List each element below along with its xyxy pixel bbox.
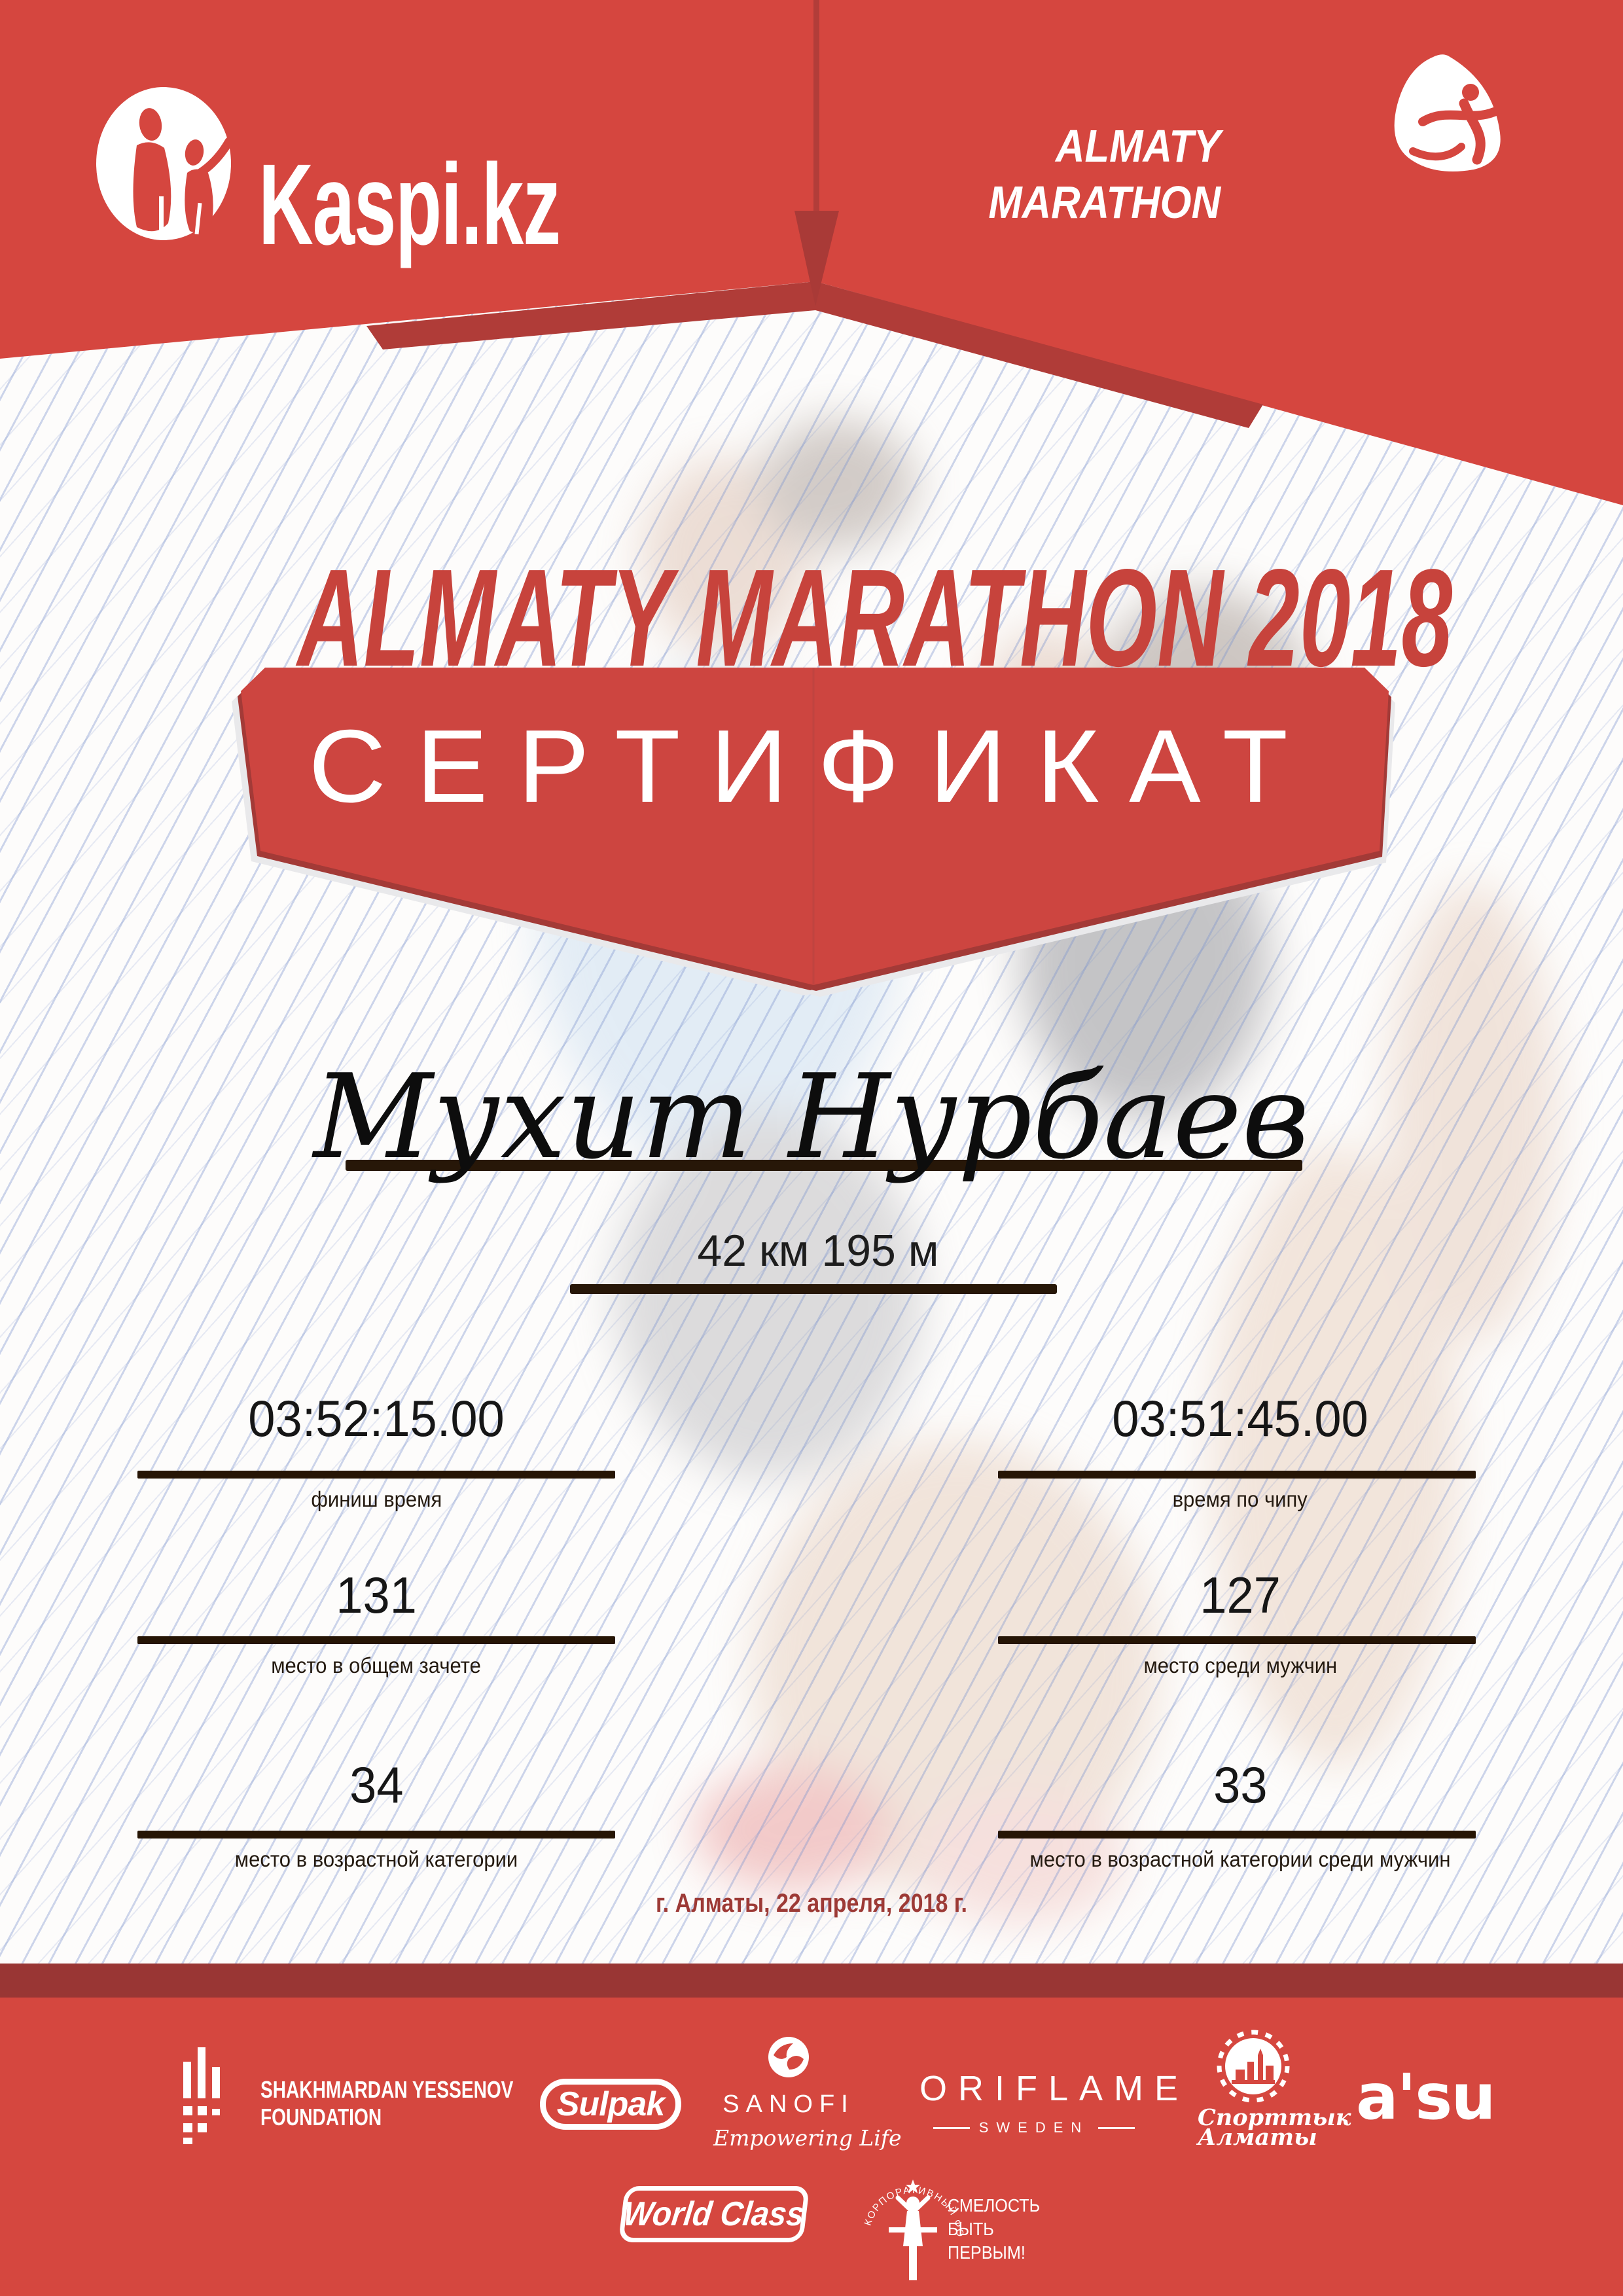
- stat-chip-time-label: время по чипу: [1172, 1487, 1308, 1511]
- certificate-pennant: [232, 668, 1395, 997]
- certificate-heading: СЕРТИФИКАТ: [0, 715, 1623, 818]
- fund-slogan-line2: БЫТЬ: [948, 2219, 994, 2239]
- runner-leg: [753, 1440, 1158, 1898]
- yessenov-line1: SHAKHMARDAN YESSENOV: [260, 2076, 514, 2103]
- runner-man-hair: [759, 419, 916, 550]
- distance-underline: [570, 1284, 1057, 1294]
- fund-slogan-line1: СМЕЛОСТЬ: [948, 2195, 1041, 2215]
- asu-logo: a'su: [1356, 2060, 1496, 2134]
- stat-rule: [137, 1636, 615, 1644]
- sporttyk-almaty-logo: Спорттык Алматы: [1198, 2029, 1351, 2151]
- runner-shoe: [916, 1793, 1126, 1924]
- oriflame-logo: ORIFLAME SWEDEN: [919, 2068, 1190, 2136]
- stat-rule: [137, 1831, 615, 1839]
- runner-man-shorts: [615, 1113, 923, 1479]
- sulpak-logo-text: Sulpak: [556, 2085, 665, 2123]
- sanofi-bird-icon: [768, 2037, 809, 2077]
- stat-age-men-place: 33: [1213, 1756, 1268, 1814]
- stat-finish-time: 03:52:15.00: [248, 1390, 505, 1447]
- kaspi-logo-icon: [96, 54, 1501, 240]
- stat-overall-place-label: место в общем зачете: [271, 1653, 482, 1677]
- stat-rule: [998, 1471, 1476, 1479]
- sporttyk-line1: Спорттык: [1198, 2104, 1351, 2131]
- sporttyk-line2: Алматы: [1198, 2124, 1317, 2151]
- runner-man-face: [641, 458, 812, 655]
- world-class-logo-text: World Class: [621, 2195, 807, 2233]
- fund-slogan-line3: ПЕРВЫМ!: [948, 2242, 1026, 2263]
- name-underline: [346, 1160, 1302, 1171]
- almaty-marathon-logo: ALMATY MARATHON: [957, 123, 1221, 225]
- world-class-logo: World Class: [618, 2186, 810, 2242]
- certificate-heading-text: СЕРТИФИКАТ: [308, 709, 1319, 824]
- yessenov-foundation-logo: SHAKHMARDAN YESSENOV FOUNDATION: [260, 2076, 584, 2131]
- kaspi-logo: Kaspi.kz: [259, 147, 715, 262]
- top-banner-ribbon: [0, 0, 1623, 505]
- yessenov-line2: FOUNDATION: [260, 2104, 382, 2130]
- corporate-fund-emblem: КОРПОРАТИВНЫЙ ФОНД: [851, 2160, 964, 2280]
- stat-age-place: 34: [349, 1756, 404, 1814]
- sanofi-tagline: Empowering Life: [713, 2125, 902, 2151]
- stat-rule: [998, 1636, 1476, 1644]
- footer-red-band: [0, 1998, 1623, 2296]
- oriflame-sweden-text: SWEDEN: [978, 2119, 1090, 2136]
- event-title-text: ALMATY MARATHON 2018: [297, 540, 1453, 695]
- sporttyk-emblem-icon: [1217, 2030, 1290, 2103]
- stat-age-men-place-label: место в возрастной категории среди мужчи…: [1029, 1847, 1451, 1871]
- stat-overall-place: 131: [336, 1566, 417, 1624]
- stat-men-place-label: место среди мужчин: [1143, 1653, 1337, 1677]
- stat-rule: [137, 1471, 615, 1479]
- stat-age-place-label: место в возрастной категории: [234, 1847, 518, 1871]
- oriflame-sweden-label: SWEDEN: [919, 2119, 1149, 2136]
- runner-arm: [1387, 884, 1558, 1342]
- kaspi-logo-text: Kaspi.kz: [259, 141, 561, 269]
- date-location-line: г. Алматы, 22 апреля, 2018 г.: [656, 1889, 967, 1918]
- yessenov-foundation-icon: [183, 2047, 220, 2144]
- stat-finish-time-label: финиш время: [311, 1487, 442, 1511]
- almaty-marathon-logo-line1: ALMATY: [1055, 120, 1221, 171]
- sulpak-logo: Sulpak: [540, 2079, 681, 2130]
- oriflame-logo-text: ORIFLAME: [919, 2069, 1190, 2108]
- stat-chip-time: 03:51:45.00: [1112, 1390, 1368, 1447]
- sanofi-logo-text: SANOFI: [722, 2090, 855, 2118]
- distance-value: 42 км 195 м: [697, 1226, 939, 1276]
- sanofi-logo: SANOFI Empowering Life: [713, 2036, 902, 2151]
- fund-slogan: СМЕЛОСТЬ БЫТЬ ПЕРВЫМ!: [948, 2194, 1050, 2265]
- almaty-marathon-logo-line2: MARATHON: [988, 177, 1221, 228]
- fund-star-icon: [906, 2179, 920, 2193]
- footer-maroon-band: [0, 1964, 1623, 1998]
- recipient-name: Мухит Нурбаев: [313, 1049, 1310, 1185]
- stat-men-place: 127: [1200, 1566, 1281, 1624]
- event-title: ALMATY MARATHON 2018: [0, 548, 1623, 687]
- stat-rule: [998, 1831, 1476, 1839]
- runner-leg: [1211, 1145, 1459, 1767]
- runner-shoe: [694, 1767, 890, 1892]
